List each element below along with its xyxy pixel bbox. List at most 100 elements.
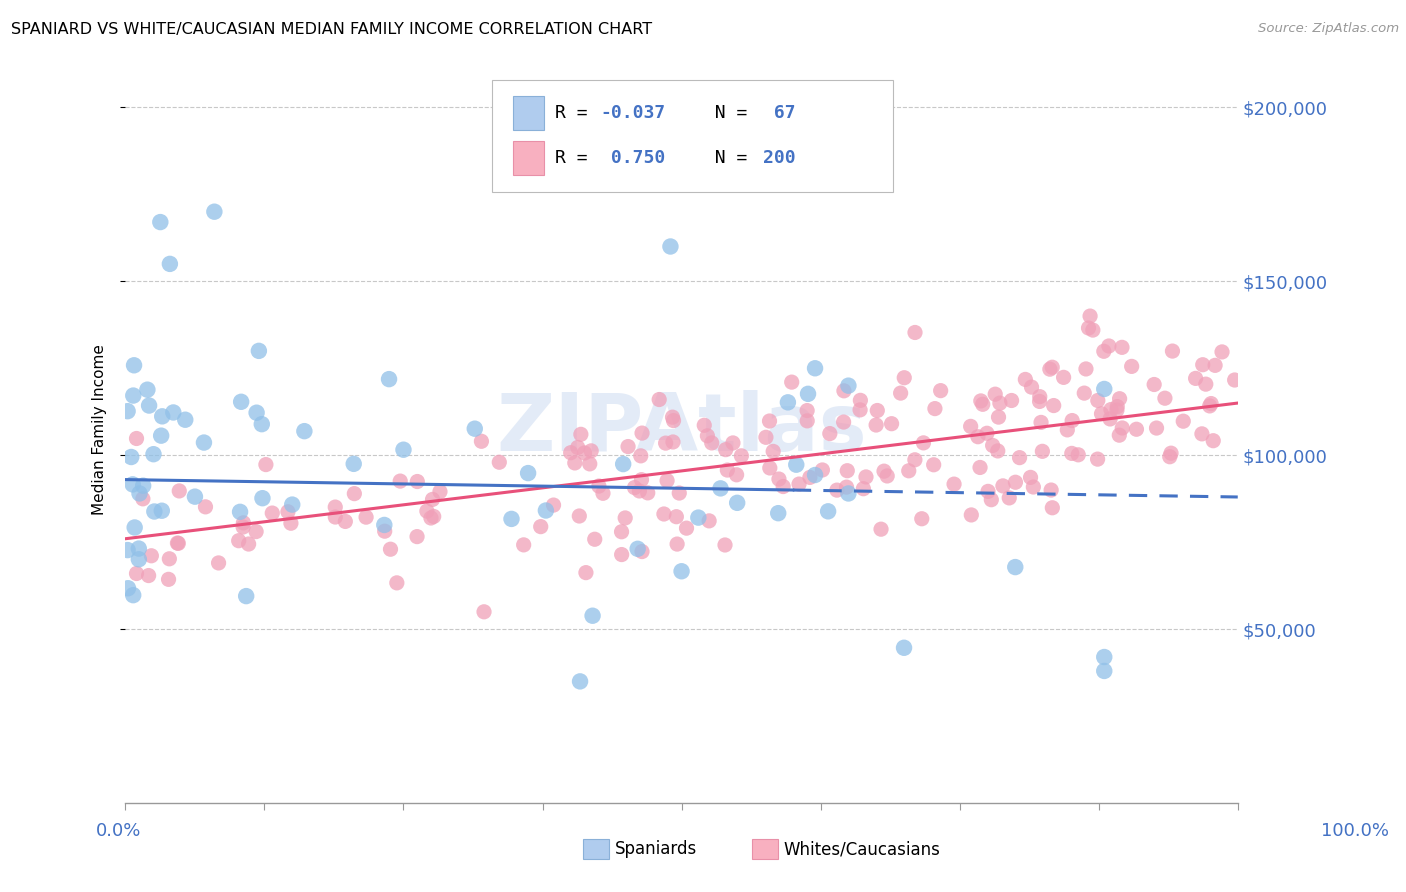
Point xyxy=(832,384,855,398)
Point xyxy=(1008,450,1031,465)
Text: N =: N = xyxy=(693,104,758,122)
Point xyxy=(969,460,991,475)
Point xyxy=(1056,423,1078,437)
Point xyxy=(725,496,748,510)
Point xyxy=(758,414,780,428)
Point xyxy=(1154,391,1177,405)
Point xyxy=(825,483,848,497)
Point xyxy=(262,506,284,520)
Point xyxy=(659,239,682,253)
Text: SPANIARD VS WHITE/CAUCASIAN MEDIAN FAMILY INCOME CORRELATION CHART: SPANIARD VS WHITE/CAUCASIAN MEDIAN FAMIL… xyxy=(11,22,652,37)
Point xyxy=(628,483,651,498)
Point xyxy=(837,464,859,478)
Point xyxy=(149,215,172,229)
Point xyxy=(1040,483,1063,497)
Point xyxy=(797,387,820,401)
Point xyxy=(912,435,935,450)
Point xyxy=(976,426,998,441)
Point xyxy=(228,533,250,548)
Point xyxy=(671,564,693,578)
Point xyxy=(904,452,927,467)
Point xyxy=(128,486,150,500)
Point xyxy=(1039,362,1062,376)
Point xyxy=(991,479,1014,493)
Text: 67: 67 xyxy=(763,104,796,122)
Point xyxy=(141,549,163,563)
Point xyxy=(120,450,142,464)
Point xyxy=(252,491,274,506)
Point xyxy=(429,484,451,499)
Point xyxy=(1040,500,1063,515)
Point xyxy=(1099,412,1122,426)
Point xyxy=(1191,426,1213,441)
Point xyxy=(1211,345,1233,359)
Point xyxy=(1077,321,1099,335)
Point xyxy=(122,588,145,602)
Point xyxy=(343,457,366,471)
Point xyxy=(343,486,366,500)
Point xyxy=(232,516,254,530)
Point xyxy=(1143,377,1166,392)
Point xyxy=(207,556,229,570)
Point xyxy=(837,378,859,392)
Point xyxy=(543,498,565,512)
Text: 0.0%: 0.0% xyxy=(96,822,141,840)
Point xyxy=(981,438,1004,452)
Point xyxy=(612,457,634,471)
Point xyxy=(250,417,273,432)
Point xyxy=(1184,371,1206,385)
Point xyxy=(1111,421,1133,435)
Point xyxy=(229,505,252,519)
Point xyxy=(1087,393,1109,408)
Point xyxy=(1000,393,1022,408)
Point xyxy=(804,468,827,483)
Point xyxy=(122,388,145,402)
Point xyxy=(132,479,155,493)
Point xyxy=(960,508,983,522)
Point xyxy=(323,510,346,524)
Point xyxy=(988,396,1011,410)
Point xyxy=(759,461,782,475)
Point xyxy=(122,359,145,373)
Point xyxy=(929,384,952,398)
Point xyxy=(730,449,752,463)
Point xyxy=(700,436,723,450)
Point xyxy=(174,413,197,427)
Point xyxy=(1159,450,1181,464)
Point xyxy=(1092,664,1115,678)
Point xyxy=(835,480,858,494)
Point xyxy=(132,491,155,506)
Point xyxy=(796,403,818,417)
Point xyxy=(125,566,148,581)
Point xyxy=(1105,403,1128,417)
Point xyxy=(662,434,685,449)
Point xyxy=(159,257,181,271)
Point xyxy=(1204,359,1226,373)
Point xyxy=(911,512,934,526)
Point xyxy=(870,522,893,536)
Point xyxy=(406,475,429,489)
Point xyxy=(876,469,898,483)
Point xyxy=(1160,446,1182,460)
Point xyxy=(117,404,139,418)
Text: Spaniards: Spaniards xyxy=(614,840,696,858)
Point xyxy=(631,544,654,558)
Point xyxy=(231,394,253,409)
Point xyxy=(136,383,159,397)
Point xyxy=(238,537,260,551)
Point xyxy=(354,510,377,524)
Point xyxy=(1111,340,1133,354)
Point xyxy=(924,401,946,416)
Point xyxy=(762,444,785,458)
Text: Source: ZipAtlas.com: Source: ZipAtlas.com xyxy=(1258,22,1399,36)
Point xyxy=(184,490,207,504)
Point xyxy=(581,608,603,623)
Text: 0.750: 0.750 xyxy=(600,149,665,167)
Point xyxy=(654,436,676,450)
Point xyxy=(1028,394,1050,409)
Point xyxy=(1092,382,1115,396)
Point xyxy=(1202,434,1225,448)
Point xyxy=(1107,400,1129,414)
Point xyxy=(631,426,654,441)
Point xyxy=(1087,452,1109,467)
